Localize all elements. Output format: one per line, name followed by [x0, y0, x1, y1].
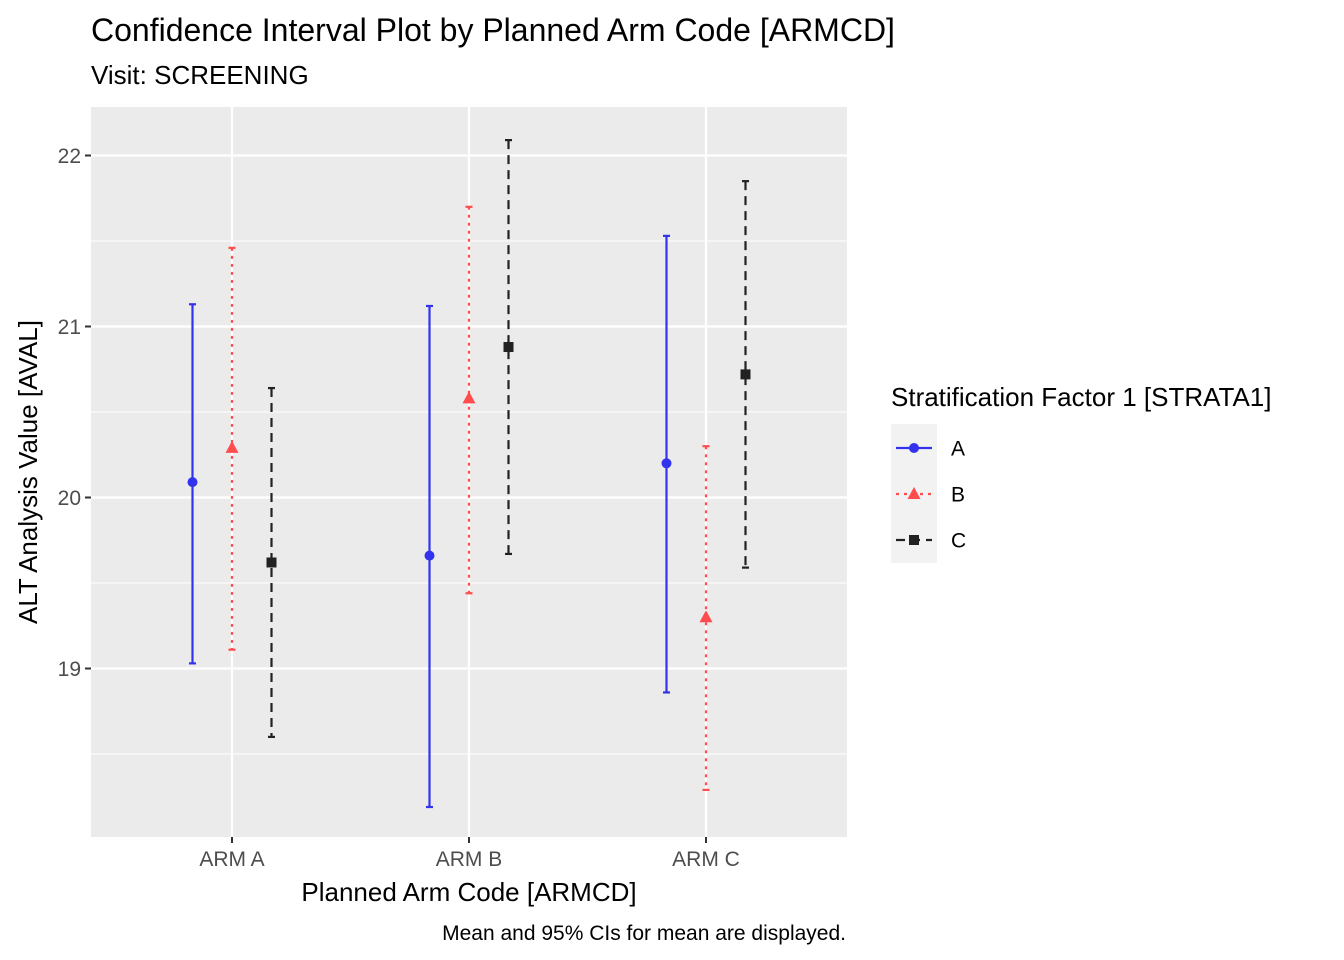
series-b — [225, 205, 713, 792]
legend-key-marker — [909, 535, 919, 545]
chart-title: Confidence Interval Plot by Planned Arm … — [91, 12, 895, 48]
mean-point — [503, 342, 514, 353]
mean-point — [266, 557, 277, 568]
legend: Stratification Factor 1 [STRATA1] ABC — [891, 382, 1272, 563]
mean-point — [699, 610, 713, 623]
mean-point — [462, 391, 476, 404]
y-tick-label: 21 — [58, 316, 81, 339]
mean-point — [187, 477, 198, 488]
y-tick-label: 22 — [58, 145, 81, 168]
mean-point — [740, 369, 751, 380]
legend-label: B — [951, 484, 965, 507]
legend-key-marker — [909, 443, 919, 453]
x-tick-label: ARM C — [672, 848, 740, 871]
legend-title: Stratification Factor 1 [STRATA1] — [891, 382, 1272, 412]
series-a — [187, 234, 672, 809]
y-tick-label: 20 — [58, 487, 81, 510]
x-axis-title: Planned Arm Code [ARMCD] — [301, 877, 636, 907]
mean-point — [225, 440, 239, 453]
mean-point — [424, 550, 435, 561]
mean-point — [661, 458, 672, 469]
errorbar-marks — [187, 139, 751, 809]
y-axis: 19 20 21 22 — [58, 145, 91, 681]
x-tick-label: ARM B — [436, 848, 503, 871]
chart-subtitle: Visit: SCREENING — [91, 60, 309, 90]
x-axis: ARM A ARM B ARM C — [199, 837, 740, 871]
chart-caption: Mean and 95% CIs for mean are displayed. — [442, 922, 846, 945]
legend-key-marker — [907, 487, 921, 499]
x-tick-label: ARM A — [199, 848, 264, 871]
y-axis-title: ALT Analysis Value [AVAL] — [13, 320, 43, 624]
series-c — [266, 139, 751, 739]
legend-label: A — [951, 438, 965, 461]
legend-label: C — [951, 530, 966, 553]
y-tick-label: 19 — [58, 658, 81, 681]
